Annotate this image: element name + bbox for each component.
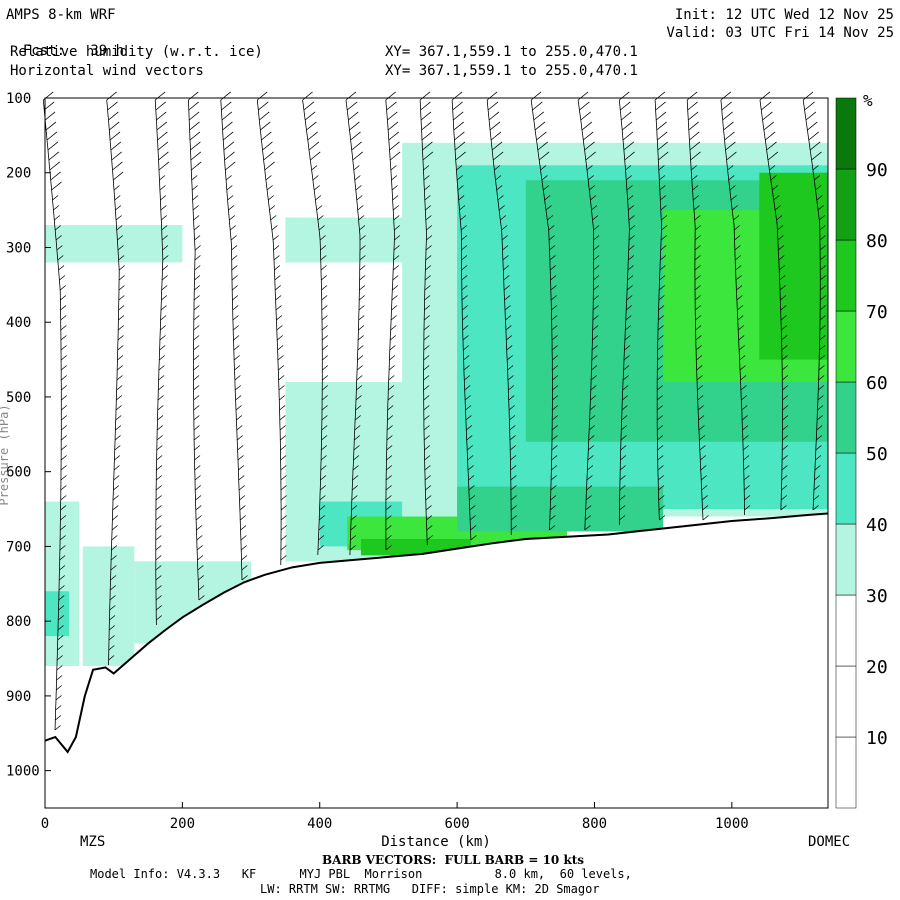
barb-column-13 — [577, 91, 600, 531]
colorbar-tick-label: 80 — [866, 231, 888, 252]
barb-note: BARB VECTORS: FULL BARB = 10 kts — [322, 853, 585, 867]
colorbar-tick-label: 40 — [866, 515, 888, 536]
rh-region-14 — [759, 172, 828, 360]
physics-info: LW: RRTM SW: RRTMG DIFF: simple KM: 2D S… — [260, 882, 600, 896]
barb-column-6 — [302, 91, 329, 556]
start-station-label: MZS — [80, 834, 105, 850]
colorbar-segment — [835, 665, 857, 738]
colorbar-tick-label: 60 — [866, 373, 888, 394]
field-name-wind: Horizontal wind vectors — [10, 63, 204, 79]
x-tick-label: 1000 — [715, 816, 749, 832]
y-axis-label: Pressure (hPa) — [0, 404, 11, 505]
field-name-rh: Relative humidity (w.r.t. ice) — [10, 44, 263, 60]
rh-region-15 — [457, 486, 664, 532]
model-title: AMPS 8-km WRF — [6, 7, 116, 23]
barb-column-1 — [106, 91, 125, 666]
barb-column-9 — [419, 91, 434, 546]
colorbar-segment — [835, 594, 857, 667]
colorbar-unit: % — [863, 91, 873, 110]
colorbar: 10 20 30 40 50 60 70 80 90 — [835, 97, 888, 809]
y-tick-label: 1000 — [6, 764, 40, 780]
x-tick-label: 0 — [41, 816, 49, 832]
y-tick-label: 700 — [6, 539, 31, 555]
barb-column-2 — [154, 91, 170, 626]
barb-column-11 — [486, 91, 517, 535]
colorbar-segment — [835, 736, 857, 809]
forecast-value: 39 h — [90, 43, 125, 59]
barb-column-18 — [759, 91, 789, 511]
x-tick-label: 800 — [582, 816, 607, 832]
barb-column-10 — [451, 91, 477, 541]
colorbar-segment — [835, 168, 857, 241]
rh-region-4 — [45, 225, 183, 263]
colorbar-tick-label: 50 — [866, 444, 888, 465]
colorbar-tick-label: 10 — [866, 728, 888, 749]
valid-time: Valid: 03 UTC Fri 14 Nov 25 — [666, 25, 894, 41]
x-tick-label: 600 — [444, 816, 469, 832]
x-tick-label: 400 — [307, 816, 332, 832]
barb-column-16 — [686, 91, 709, 521]
terrain — [44, 512, 829, 808]
rh-region-1 — [45, 591, 70, 637]
x-axis-label: Distance (km) — [381, 834, 491, 850]
colorbar-segment — [835, 523, 857, 596]
y-tick-label: 800 — [6, 614, 31, 630]
colorbar-tick-label: 30 — [866, 586, 888, 607]
colorbar-segment — [835, 97, 857, 170]
barb-column-4 — [220, 91, 248, 581]
colorbar-tick-label: 70 — [866, 302, 888, 323]
end-station-label: DOMEC — [808, 834, 850, 850]
x-tick-label: 200 — [170, 816, 195, 832]
barb-column-14 — [618, 91, 636, 525]
forecast-hour: Fcst: 39 h — [6, 24, 124, 60]
colorbar-segment — [835, 239, 857, 312]
barb-column-0 — [42, 91, 68, 731]
barb-column-3 — [188, 91, 205, 601]
colorbar-segment — [835, 381, 857, 454]
rh-field — [45, 142, 828, 666]
barb-column-15 — [654, 91, 669, 521]
barb-column-8 — [385, 91, 401, 551]
terrain-fill — [45, 513, 828, 808]
init-time: Init: 12 UTC Wed 12 Nov 25 — [674, 7, 894, 23]
wind-barbs — [42, 91, 827, 731]
colorbar-segment — [835, 310, 857, 383]
barb-column-7 — [345, 91, 366, 556]
colorbar-tick-label: 90 — [866, 160, 888, 181]
barb-column-5 — [256, 91, 287, 565]
colorbar-tick-label: 20 — [866, 657, 888, 678]
y-tick-label: 900 — [6, 689, 31, 705]
forecast-label: Fcst: — [22, 43, 66, 59]
y-tick-label: 400 — [6, 315, 31, 331]
terrain-line — [44, 512, 829, 754]
xy-line-2: XY= 367.1,559.1 to 255.0,470.1 — [385, 63, 638, 79]
barb-column-19 — [802, 91, 827, 511]
colorbar-segment — [835, 452, 857, 525]
rh-region-0 — [45, 501, 80, 666]
barb-column-12 — [530, 91, 559, 531]
y-tick-label: 600 — [6, 465, 31, 481]
model-info: Model Info: V4.3.3 KF MYJ PBL Morrison 8… — [90, 867, 632, 881]
y-tick-label: 300 — [6, 240, 31, 256]
y-tick-label: 200 — [6, 166, 31, 182]
y-tick-label: 100 — [6, 91, 31, 107]
axes: 100 200 300 400 500 600 700 800 900 1000 0 200 400 60… — [6, 91, 749, 832]
y-tick-label: 500 — [6, 390, 31, 406]
barb-column-17 — [720, 91, 751, 515]
xy-line-1: XY= 367.1,559.1 to 255.0,470.1 — [385, 44, 638, 60]
plot-frame — [44, 97, 829, 809]
